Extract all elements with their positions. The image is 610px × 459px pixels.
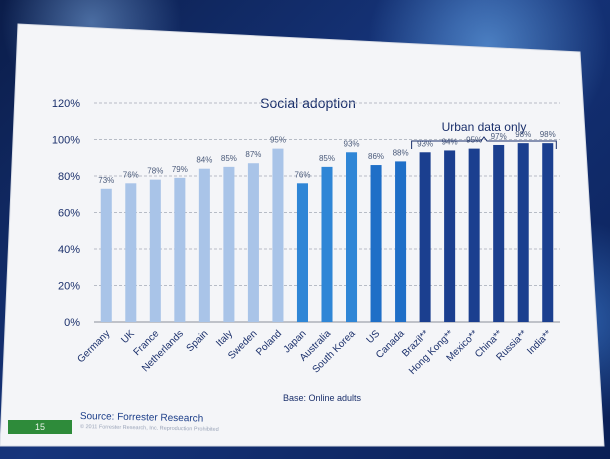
urban-bracket: Urban data only — [411, 120, 557, 149]
y-axis-ticks: 0% 20% 40% 60% 80% 100% 120% — [52, 98, 80, 329]
value-label: 94% — [442, 137, 458, 146]
value-label: 86% — [368, 152, 384, 161]
y-tick-label: 100% — [52, 135, 80, 147]
bar — [370, 165, 382, 322]
y-tick-label: 60% — [58, 208, 80, 220]
value-label: 95% — [270, 136, 286, 145]
value-label: 88% — [393, 148, 409, 157]
bar — [125, 183, 137, 322]
bar — [247, 163, 259, 322]
bar — [223, 166, 235, 322]
bar — [321, 166, 333, 322]
bar — [395, 161, 407, 322]
value-label: 73% — [98, 176, 114, 185]
urban-bracket-line — [411, 136, 557, 149]
y-tick-label: 80% — [58, 171, 80, 183]
page-number: 15 — [8, 420, 72, 434]
base-note: Base: Online adults — [283, 393, 362, 403]
bar — [272, 148, 284, 322]
bars — [100, 143, 554, 322]
bar — [444, 150, 456, 322]
value-label: 95% — [466, 136, 482, 145]
value-label: 98% — [515, 130, 531, 139]
bar — [542, 143, 554, 322]
value-label: 93% — [417, 139, 433, 148]
y-tick-label: 20% — [58, 281, 80, 293]
y-tick-label: 0% — [64, 317, 80, 329]
bar — [198, 168, 210, 322]
value-label: 76% — [123, 170, 139, 179]
value-labels: 73% 76% 78% 79% 84% 85% 87% 95% 76% 85% 93% 86% 88% 9… — [98, 130, 555, 185]
bar — [517, 143, 529, 322]
value-label: 84% — [196, 156, 212, 165]
value-label: 85% — [221, 154, 237, 163]
bar — [174, 177, 186, 322]
value-label: 78% — [147, 167, 163, 176]
bar — [468, 148, 480, 322]
bar — [346, 152, 358, 322]
y-tick-label: 40% — [58, 244, 80, 256]
value-label: 79% — [172, 165, 188, 174]
bar — [100, 188, 112, 322]
bar — [149, 179, 161, 322]
value-label: 93% — [344, 139, 360, 148]
value-label: 85% — [319, 154, 335, 163]
y-tick-label: 120% — [52, 98, 80, 110]
bar — [493, 144, 505, 322]
chart-title: Social adoption — [260, 95, 356, 111]
bar — [419, 152, 431, 322]
value-label: 87% — [245, 150, 261, 159]
value-label: 76% — [294, 170, 310, 179]
value-label: 97% — [491, 132, 507, 141]
value-label: 98% — [540, 130, 556, 139]
bar — [296, 183, 308, 322]
urban-annotation: Urban data only — [442, 120, 527, 134]
